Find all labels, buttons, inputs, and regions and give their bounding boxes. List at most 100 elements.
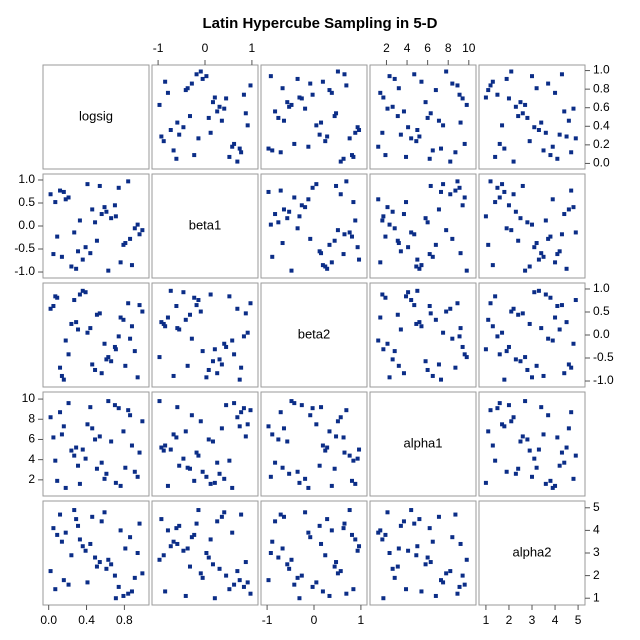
point [500, 182, 505, 187]
point [534, 241, 539, 246]
point [196, 508, 201, 513]
point [281, 514, 286, 519]
point [417, 134, 422, 139]
point [63, 338, 68, 343]
point [415, 128, 420, 132]
point [118, 315, 123, 320]
point [441, 330, 446, 335]
point [543, 218, 548, 223]
point [355, 548, 360, 553]
point [224, 344, 229, 349]
point [497, 401, 502, 406]
point [566, 426, 571, 431]
point [430, 148, 435, 153]
point [383, 532, 388, 537]
point [185, 546, 190, 551]
point [380, 292, 385, 297]
point [509, 309, 514, 314]
point [59, 254, 64, 259]
point [342, 72, 347, 77]
point [177, 132, 182, 137]
point [329, 528, 334, 533]
point [113, 214, 118, 219]
point [94, 312, 99, 317]
point [104, 471, 109, 476]
point [562, 212, 567, 217]
point [527, 321, 532, 326]
point [320, 589, 325, 594]
point [90, 426, 95, 431]
point [227, 458, 232, 463]
point [543, 130, 548, 135]
point [349, 478, 354, 483]
point [444, 69, 449, 74]
point [509, 69, 514, 74]
point [198, 419, 203, 424]
point [135, 375, 140, 380]
point [450, 535, 455, 540]
point [457, 334, 462, 339]
point [483, 214, 488, 219]
point [543, 292, 548, 297]
point [355, 125, 360, 130]
point [80, 288, 85, 293]
point [48, 569, 53, 574]
point [308, 236, 313, 241]
point [245, 330, 250, 335]
point [344, 591, 349, 596]
point [314, 422, 319, 427]
point [210, 100, 215, 105]
point [297, 480, 302, 485]
point [495, 334, 500, 339]
point [230, 338, 235, 343]
point [215, 109, 220, 114]
point [332, 564, 337, 569]
point [248, 301, 253, 306]
point [299, 403, 304, 408]
point [557, 463, 562, 468]
point [493, 200, 498, 205]
point [215, 371, 220, 376]
point [335, 228, 340, 233]
point [278, 410, 283, 415]
point [161, 321, 166, 326]
point [338, 569, 343, 574]
point [80, 544, 85, 549]
point [90, 514, 95, 519]
point [532, 290, 537, 295]
point [319, 251, 324, 256]
point [385, 341, 390, 346]
point [317, 463, 322, 468]
point [458, 120, 463, 125]
point [306, 530, 311, 535]
point [198, 69, 203, 74]
point [212, 95, 217, 100]
y-tick-label: -0.5 [14, 241, 35, 255]
y-tick-label: 0.6 [593, 100, 610, 114]
x-tick-label: 0.0 [40, 613, 57, 627]
point [378, 315, 383, 320]
point [132, 469, 137, 474]
point [559, 450, 564, 455]
point [140, 419, 145, 424]
point [51, 435, 56, 440]
x-tick-label: 10 [462, 41, 476, 55]
point [527, 139, 532, 144]
point [239, 365, 244, 370]
point [303, 205, 308, 210]
point [168, 447, 173, 452]
point [268, 222, 273, 227]
x-tick-label: 3 [529, 613, 536, 627]
x-tick-label: 8 [445, 41, 452, 55]
point [404, 154, 409, 159]
point [248, 591, 253, 596]
point [126, 408, 131, 413]
point [534, 465, 539, 470]
point [323, 264, 328, 269]
point [128, 236, 133, 241]
point [550, 338, 555, 343]
point [106, 557, 111, 562]
point [462, 195, 467, 200]
point [61, 578, 66, 583]
point [243, 434, 248, 439]
